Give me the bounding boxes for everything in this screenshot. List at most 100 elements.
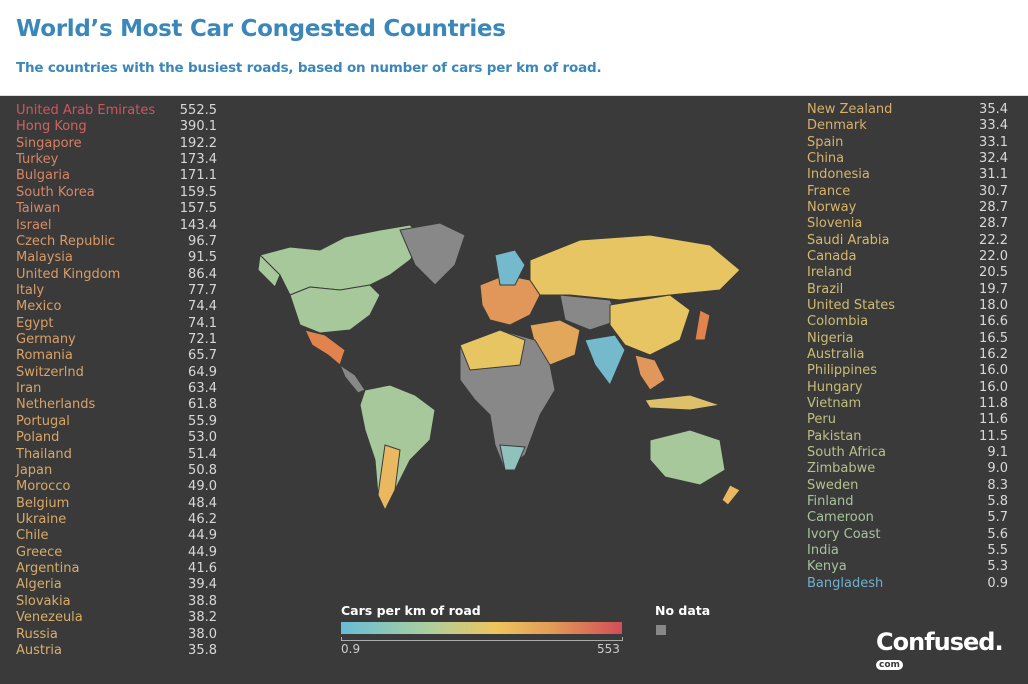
list-item: Spain 33.1 xyxy=(807,135,1008,151)
legend-axis xyxy=(341,637,623,641)
list-item: Hungary 16.0 xyxy=(807,380,1008,396)
list-item: United Kingdom 86.4 xyxy=(16,267,217,283)
country-name: United Arab Emirates xyxy=(16,103,156,118)
country-value: 39.4 xyxy=(188,577,217,593)
country-name: Ivory Coast xyxy=(807,526,881,542)
country-name: India xyxy=(807,542,839,558)
map-japan xyxy=(694,309,711,341)
country-value: 16.0 xyxy=(979,379,1008,395)
country-name: Morocco xyxy=(16,479,71,495)
map-central-america xyxy=(338,363,366,394)
page-title: World’s Most Car Congested Countries xyxy=(16,16,506,42)
country-value: 74.4 xyxy=(188,299,217,315)
list-item: China 32.4 xyxy=(807,151,1008,167)
list-item: Kenya 5.3 xyxy=(807,559,1008,575)
country-value: 44.9 xyxy=(188,528,217,544)
list-item: Zimbabwe 9.0 xyxy=(807,461,1008,477)
country-name: Ireland xyxy=(807,265,852,281)
map-mexico xyxy=(304,329,346,366)
list-item: Singapore 192.2 xyxy=(16,136,217,152)
country-value: 38.8 xyxy=(188,593,217,609)
list-item: United States 18.0 xyxy=(807,298,1008,314)
list-item: Australia 16.2 xyxy=(807,347,1008,363)
country-value: 55.9 xyxy=(188,413,217,429)
country-value: 31.1 xyxy=(979,167,1008,183)
country-value: 28.7 xyxy=(979,199,1008,215)
country-name: Singapore xyxy=(16,135,82,151)
list-item: South Africa 9.1 xyxy=(807,445,1008,461)
legend-title: Cars per km of road xyxy=(341,603,481,618)
country-name: Zimbabwe xyxy=(807,461,876,477)
country-name: Austria xyxy=(16,642,62,658)
list-item: Germany 72.1 xyxy=(16,332,217,348)
country-value: 28.7 xyxy=(979,216,1008,232)
country-value: 53.0 xyxy=(188,430,217,446)
country-name: Spain xyxy=(807,134,844,150)
country-value: 49.0 xyxy=(188,479,217,495)
country-value: 32.4 xyxy=(979,150,1008,166)
map-south-america xyxy=(359,384,436,512)
list-item: Italy 77.7 xyxy=(16,283,217,299)
country-name: Chile xyxy=(16,528,49,544)
country-name: Ukraine xyxy=(16,512,67,527)
list-item: Cameroon 5.7 xyxy=(807,510,1008,526)
country-value: 22.0 xyxy=(979,248,1008,264)
country-name: Venezeula xyxy=(16,610,83,626)
country-name: Indonesia xyxy=(807,167,870,183)
country-name: Bulgaria xyxy=(16,168,70,184)
list-item: Hong Kong 390.1 xyxy=(16,119,217,135)
country-value: 171.1 xyxy=(179,168,217,184)
country-name: Colombia xyxy=(807,314,869,330)
country-value: 77.7 xyxy=(188,282,217,298)
country-value: 9.0 xyxy=(987,461,1008,477)
country-name: Egypt xyxy=(16,315,54,331)
country-name: Slovakia xyxy=(16,593,71,609)
list-item: Brazil 19.7 xyxy=(807,282,1008,298)
map-southeast-asia xyxy=(634,354,666,391)
list-item: Czech Republic 96.7 xyxy=(16,234,217,250)
country-value: 8.3 xyxy=(987,477,1008,493)
list-item: Nigeria 16.5 xyxy=(807,331,1008,347)
list-item: Belgium 48.4 xyxy=(16,496,217,512)
country-name: Cameroon xyxy=(807,510,874,526)
country-name: Peru xyxy=(807,412,836,428)
country-value: 33.4 xyxy=(979,118,1008,134)
country-value: 35.8 xyxy=(188,642,217,658)
brand-logo: Confused. com xyxy=(876,628,1028,684)
country-value: 9.1 xyxy=(987,444,1008,460)
country-value: 0.9 xyxy=(987,575,1008,591)
country-value: 48.4 xyxy=(188,495,217,511)
list-item: Peru 11.6 xyxy=(807,412,1008,428)
legend-min: 0.9 xyxy=(341,642,361,656)
country-name: United Kingdom xyxy=(16,266,121,282)
country-name: South Korea xyxy=(16,184,95,200)
country-name: Sweden xyxy=(807,477,859,493)
country-name: Greece xyxy=(16,544,63,560)
country-name: Czech Republic xyxy=(16,233,115,249)
list-item: Venezeula 38.2 xyxy=(16,610,217,626)
country-value: 41.6 xyxy=(188,561,217,577)
list-item: Chile 44.9 xyxy=(16,528,217,544)
country-value: 51.4 xyxy=(188,446,217,462)
list-item: Algeria 39.4 xyxy=(16,577,217,593)
country-value: 5.5 xyxy=(987,542,1008,558)
map-india xyxy=(584,334,626,386)
country-value: 22.2 xyxy=(979,232,1008,248)
country-value: 20.5 xyxy=(979,265,1008,281)
country-value: 96.7 xyxy=(188,233,217,249)
country-value: 74.1 xyxy=(188,315,217,331)
country-value: 16.6 xyxy=(979,314,1008,330)
list-item: Greece 44.9 xyxy=(16,545,217,561)
country-value: 552.5 xyxy=(179,103,217,118)
country-value: 16.0 xyxy=(979,363,1008,379)
list-item: Bangladesh 0.9 xyxy=(807,576,1008,592)
map-central-asia xyxy=(559,294,621,331)
list-item: United Arab Emirates 552.5 xyxy=(16,103,217,119)
country-name: Algeria xyxy=(16,577,62,593)
map-russia xyxy=(529,234,741,301)
map-canada xyxy=(259,224,426,296)
list-item: Egypt 74.1 xyxy=(16,316,217,332)
list-item: Vietnam 11.8 xyxy=(807,396,1008,412)
country-value: 192.2 xyxy=(179,135,217,151)
world-map xyxy=(257,222,741,512)
